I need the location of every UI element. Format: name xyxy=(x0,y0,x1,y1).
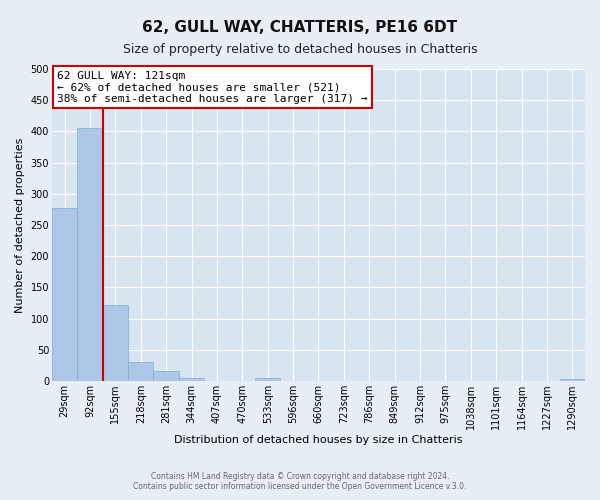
X-axis label: Distribution of detached houses by size in Chatteris: Distribution of detached houses by size … xyxy=(174,435,463,445)
Bar xyxy=(560,379,585,381)
Bar xyxy=(52,208,77,381)
Bar xyxy=(128,362,154,381)
Bar xyxy=(103,305,128,381)
Text: 62 GULL WAY: 121sqm
← 62% of detached houses are smaller (521)
38% of semi-detac: 62 GULL WAY: 121sqm ← 62% of detached ho… xyxy=(57,70,368,104)
Text: 62, GULL WAY, CHATTERIS, PE16 6DT: 62, GULL WAY, CHATTERIS, PE16 6DT xyxy=(142,20,458,35)
Bar xyxy=(179,378,204,381)
Text: Contains public sector information licensed under the Open Government Licence v.: Contains public sector information licen… xyxy=(133,482,467,491)
Bar xyxy=(255,378,280,381)
Y-axis label: Number of detached properties: Number of detached properties xyxy=(15,138,25,312)
Text: Size of property relative to detached houses in Chatteris: Size of property relative to detached ho… xyxy=(122,42,478,56)
Bar xyxy=(154,371,179,381)
Bar xyxy=(77,128,103,381)
Text: Contains HM Land Registry data © Crown copyright and database right 2024.: Contains HM Land Registry data © Crown c… xyxy=(151,472,449,481)
